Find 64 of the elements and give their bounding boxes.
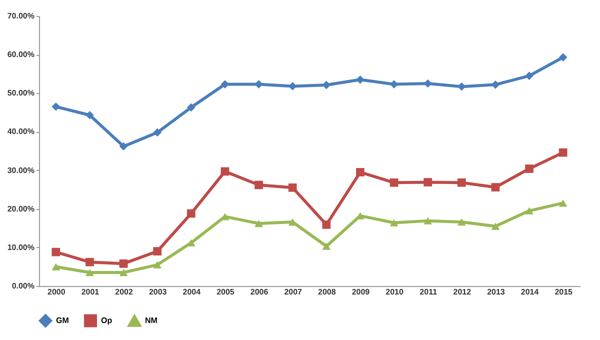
- x-tick-label: 2011: [420, 288, 438, 296]
- point: [457, 178, 466, 187]
- y-tick-label: 60.00%: [7, 50, 34, 60]
- point: [558, 53, 568, 62]
- point: [153, 247, 162, 256]
- point: [186, 209, 196, 218]
- y-tick-label: 0.00%: [12, 282, 34, 290]
- point: [52, 248, 60, 256]
- legend-label: GM: [56, 316, 70, 325]
- point: [254, 180, 263, 190]
- point: [86, 110, 94, 120]
- x-tick-label: 2010: [386, 288, 404, 296]
- y-tick-label: 20.00%: [7, 204, 34, 214]
- point: [119, 142, 128, 151]
- point: [525, 207, 534, 214]
- point: [254, 220, 263, 228]
- point: [186, 103, 196, 112]
- point: [457, 218, 466, 226]
- x-tick-label: 2013: [487, 288, 506, 296]
- point: [86, 258, 94, 266]
- y-tick-label: 10.00%: [7, 242, 34, 252]
- point: [153, 261, 162, 268]
- legend-label: Op: [101, 316, 112, 325]
- point: [491, 183, 500, 192]
- x-tick-label: 2005: [216, 288, 235, 296]
- point: [254, 80, 263, 88]
- point: [52, 263, 60, 270]
- point: [356, 75, 364, 84]
- x-tick-label: 2015: [554, 288, 574, 296]
- point: [52, 102, 60, 111]
- point: [119, 268, 128, 276]
- x-tick-label: 2012: [453, 288, 472, 296]
- point: [288, 183, 297, 192]
- point: [390, 178, 398, 187]
- x-tick-label: 2014: [520, 288, 540, 296]
- x-tick-label: 2002: [115, 288, 134, 296]
- point: [424, 178, 432, 186]
- x-tick-label: 2001: [81, 288, 100, 296]
- point: [525, 164, 534, 173]
- point: [356, 168, 364, 176]
- point: [424, 217, 432, 224]
- point: [525, 72, 534, 80]
- x-tick-label: 2006: [250, 288, 269, 296]
- y-tick-label: 40.00%: [7, 127, 34, 136]
- point: [491, 222, 500, 230]
- legend-label: NM: [145, 316, 158, 326]
- point: [322, 242, 331, 250]
- point: [322, 220, 331, 229]
- point: [86, 268, 94, 276]
- x-tick-label: 2008: [318, 288, 336, 296]
- point: [558, 199, 568, 207]
- x-tick-label: 2000: [48, 288, 66, 296]
- x-tick-label: 2007: [284, 288, 303, 296]
- x-tick-label: 2003: [148, 288, 168, 296]
- point: [119, 259, 128, 268]
- y-tick-label: 30.00%: [7, 166, 34, 175]
- point: [558, 148, 568, 157]
- y-tick-label: 70.00%: [7, 12, 34, 20]
- x-tick-label: 2004: [182, 288, 202, 296]
- point: [390, 219, 398, 226]
- x-tick-label: 2009: [352, 288, 370, 296]
- point: [153, 128, 162, 137]
- y-tick-label: 50.00%: [7, 88, 34, 98]
- point: [220, 167, 230, 176]
